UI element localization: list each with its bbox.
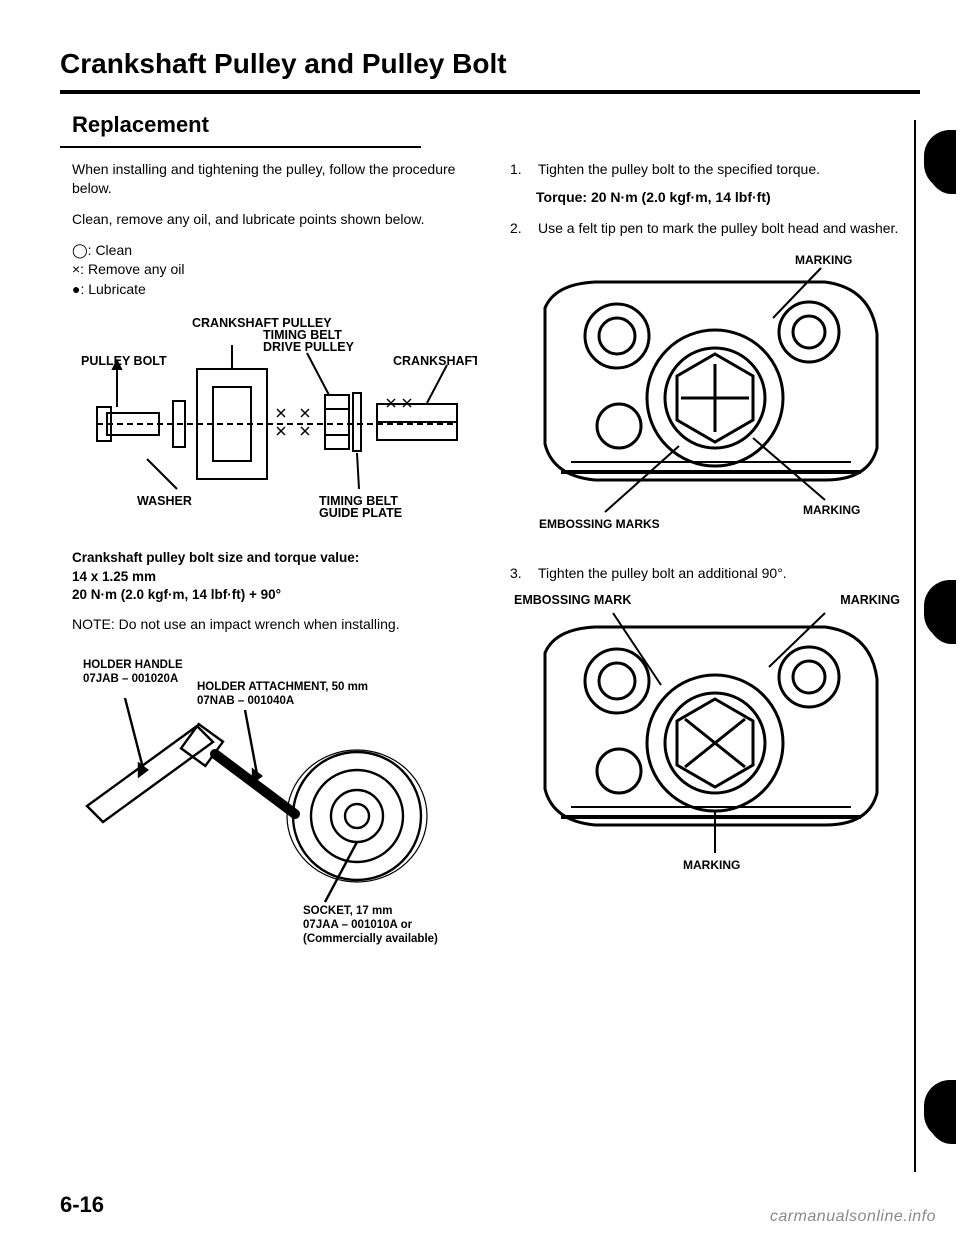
- step-num-1: 1.: [510, 160, 528, 179]
- step-3-text: Tighten the pulley bolt an additional 90…: [538, 564, 787, 583]
- right-column: 1. Tighten the pulley bolt to the specif…: [510, 160, 920, 946]
- diagram4-top-labels: EMBOSSING MARK MARKING: [510, 593, 920, 607]
- two-columns: When installing and tightening the pulle…: [60, 160, 920, 946]
- lbl-pulley-bolt: PULLEY BOLT: [81, 354, 167, 368]
- intro-text: When installing and tightening the pulle…: [72, 160, 482, 198]
- lbl-socket: SOCKET, 17 mm: [303, 905, 392, 917]
- watermark: carmanualsonline.info: [770, 1208, 936, 1226]
- legend-lube: ●: Lubricate: [72, 280, 482, 300]
- step-1: 1. Tighten the pulley bolt to the specif…: [510, 160, 920, 179]
- step-num-3: 3.: [510, 564, 528, 583]
- clean-text: Clean, remove any oil, and lubricate poi…: [72, 210, 482, 229]
- torque-spec: Torque: 20 N·m (2.0 kgf·m, 14 lbf·ft): [536, 189, 920, 205]
- spec-torque: 20 N·m (2.0 kgf·m, 14 lbf·ft) + 90°: [72, 587, 281, 602]
- lbl-marking-top2: MARKING: [840, 593, 900, 607]
- step-3: 3. Tighten the pulley bolt an additional…: [510, 564, 920, 583]
- lbl-washer: WASHER: [137, 494, 192, 508]
- pulley-marking-diagram-2: MARKING: [510, 607, 920, 891]
- tools-diagram: HOLDER HANDLE 07JAB – 001020A HOLDER ATT…: [72, 646, 482, 946]
- page-title: Crankshaft Pulley and Pulley Bolt: [60, 48, 920, 80]
- lbl-holder-handle: HOLDER HANDLE: [83, 659, 183, 671]
- exploded-diagram: CRANKSHAFT PULLEY PULLEY BOLT TIMING BEL…: [72, 309, 482, 539]
- manual-page: Crankshaft Pulley and Pulley Bolt Replac…: [0, 0, 960, 1242]
- spec-block: Crankshaft pulley bolt size and torque v…: [72, 549, 482, 604]
- legend: ◯: Clean ×: Remove any oil ●: Lubricate: [72, 241, 482, 300]
- lbl-holder-att-pn: 07NAB – 001040A: [197, 695, 294, 707]
- left-column: When installing and tightening the pulle…: [60, 160, 482, 946]
- lbl-tbdp2: DRIVE PULLEY: [263, 340, 355, 354]
- lbl-crankshaft: CRANKSHAFT: [393, 354, 477, 368]
- subtitle-rule: [60, 146, 421, 148]
- legend-clean: ◯: Clean: [72, 241, 482, 261]
- pulley-marking-diagram-1: MARKING MARKING EMBOSSING MARKS: [510, 248, 920, 548]
- lbl-marking-br: MARKING: [803, 503, 860, 517]
- lbl-holder-handle-pn: 07JAB – 001020A: [83, 673, 178, 685]
- lbl-marking-top: MARKING: [795, 253, 852, 267]
- legend-remove: ×: Remove any oil: [72, 260, 482, 280]
- note-text: NOTE: Do not use an impact wrench when i…: [72, 616, 482, 632]
- step-num-2: 2.: [510, 219, 528, 238]
- lbl-marking-bottom: MARKING: [683, 858, 740, 872]
- lbl-socket-pn: 07JAA – 001010A or: [303, 919, 413, 931]
- spec-title: Crankshaft pulley bolt size and torque v…: [72, 550, 359, 565]
- scan-edge-line: [914, 120, 916, 1172]
- title-rule: [60, 90, 920, 94]
- lbl-embossing-mark: EMBOSSING MARK: [514, 593, 631, 607]
- step-2: 2. Use a felt tip pen to mark the pulley…: [510, 219, 920, 238]
- lbl-embossing-marks: EMBOSSING MARKS: [539, 517, 660, 531]
- lbl-socket-avail: (Commercially available): [303, 933, 438, 945]
- lbl-holder-att: HOLDER ATTACHMENT, 50 mm: [197, 681, 368, 693]
- page-number: 6-16: [60, 1192, 104, 1218]
- section-subtitle: Replacement: [72, 112, 920, 138]
- spec-size: 14 x 1.25 mm: [72, 569, 156, 584]
- step-1-text: Tighten the pulley bolt to the specified…: [538, 160, 820, 179]
- step-2-text: Use a felt tip pen to mark the pulley bo…: [538, 219, 898, 238]
- lbl-tbgp2: GUIDE PLATE: [319, 506, 402, 520]
